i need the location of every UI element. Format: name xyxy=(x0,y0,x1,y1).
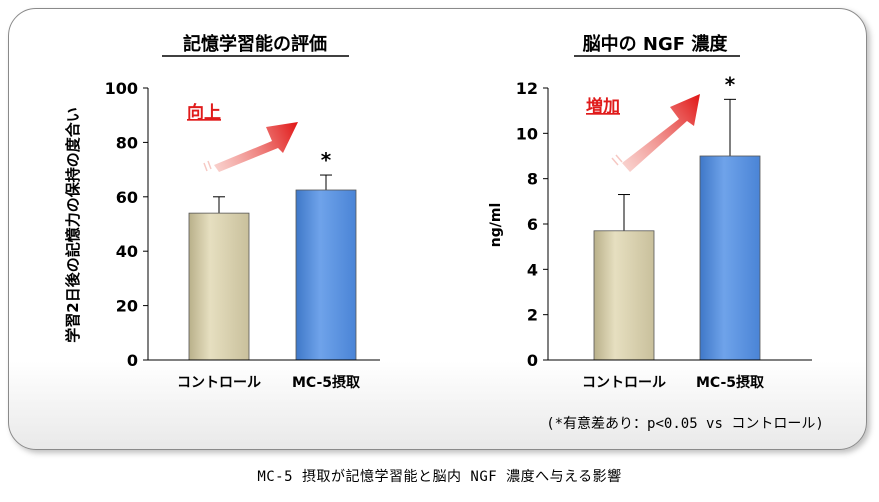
chart1-category-label: MC-5摂取 xyxy=(292,374,361,391)
chart1-bar xyxy=(295,189,357,361)
chart2-y-ticks: 0 2 4 6 8 10 12 xyxy=(516,79,548,370)
chart2-y-tick-label: 2 xyxy=(527,306,538,325)
chart2-significance-mark: * xyxy=(725,72,736,96)
chart1-bar xyxy=(188,212,250,361)
chart2-bar xyxy=(593,230,655,361)
chart1-ylabel: 学習2日後の記憶力の保持の度合い xyxy=(64,107,82,342)
chart1-y-tick-label: 40 xyxy=(116,242,138,261)
chart2-arrow xyxy=(611,94,700,172)
significance-note: (*有意差あり：p<0.05 vs コントロール) xyxy=(546,415,824,432)
chart2-category-label: コントロール xyxy=(582,375,666,391)
chart1-y-tick-label: 80 xyxy=(116,133,138,152)
chart2: 脳中の NGF 濃度 ng/ml 0 2 4 6 8 10 12 コントロール MC-5摂取 *… xyxy=(488,33,812,391)
chart2-bars: コントロール MC-5摂取 * xyxy=(582,72,765,391)
chart1: 記憶学習能の評価 学習2日後の記憶力の保持の度合い 0 20 40 60 80 100 コ… xyxy=(64,33,380,391)
chart1-y-ticks: 0 20 40 60 80 100 xyxy=(105,79,148,370)
chart2-y-tick-label: 4 xyxy=(527,260,538,279)
chart1-y-tick-label: 20 xyxy=(116,297,138,316)
chart2-ylabel: ng/ml xyxy=(488,203,504,248)
chart2-title: 脳中の NGF 濃度 xyxy=(583,33,729,55)
figure-caption: MC-5 摂取が記憶学習能と脳内 NGF 濃度へ与える影響 xyxy=(257,469,622,485)
chart2-category-label: MC-5摂取 xyxy=(696,374,765,391)
chart1-category-label: コントロール xyxy=(177,375,261,391)
chart1-bars: コントロール MC-5摂取 * xyxy=(177,148,361,391)
chart2-bar xyxy=(699,155,761,361)
chart1-significance-mark: * xyxy=(321,148,332,172)
chart2-annotation: 増加 xyxy=(586,96,620,117)
chart2-y-tick-label: 12 xyxy=(516,79,538,98)
chart2-y-tick-label: 8 xyxy=(527,170,538,189)
chart1-y-tick-label: 60 xyxy=(116,188,138,207)
chart1-title: 記憶学習能の評価 xyxy=(183,33,327,55)
chart1-y-tick-label: 100 xyxy=(105,79,138,98)
chart1-arrow xyxy=(203,122,298,172)
chart2-y-tick-label: 6 xyxy=(527,215,538,234)
chart1-y-tick-label: 0 xyxy=(127,351,138,370)
chart2-y-tick-label: 10 xyxy=(516,124,538,143)
chart1-annotation: 向上 xyxy=(187,102,221,123)
chart2-y-tick-label: 0 xyxy=(527,351,538,370)
